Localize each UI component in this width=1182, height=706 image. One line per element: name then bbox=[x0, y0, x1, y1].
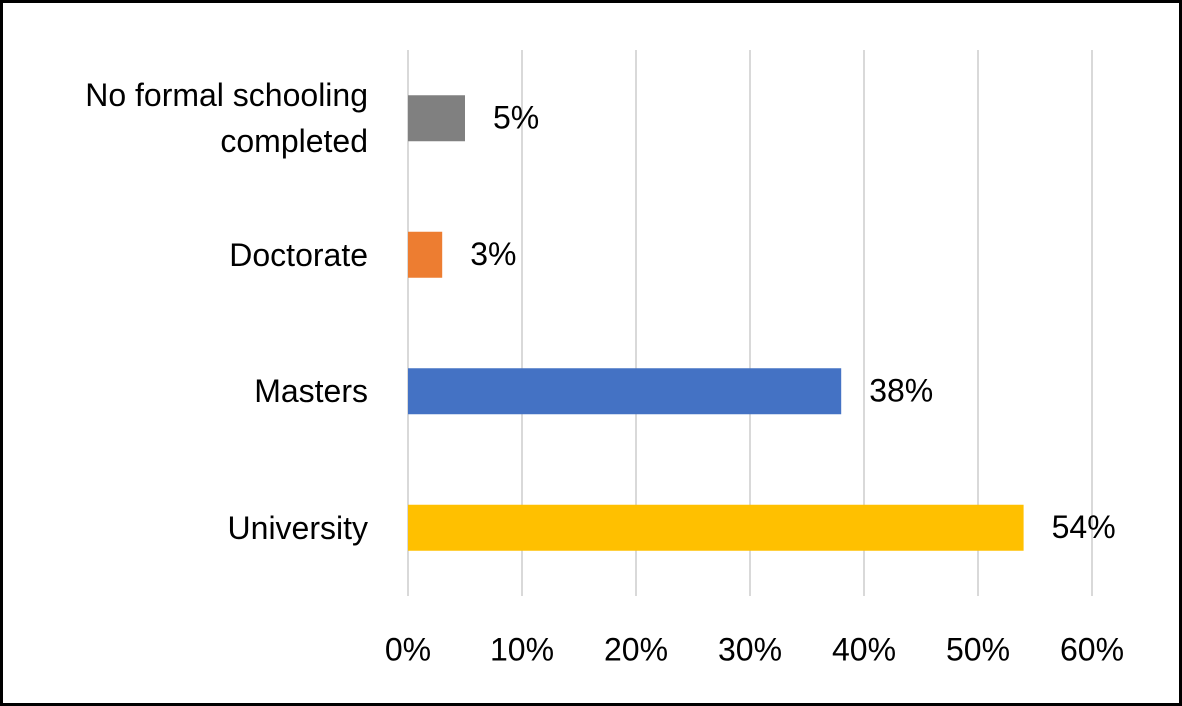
category-label-box: No formal schooling completed bbox=[85, 77, 368, 160]
y-tick-label: Masters bbox=[254, 373, 368, 410]
y-tick-label: University bbox=[227, 509, 368, 546]
y-tick-label: No formal schooling completed bbox=[85, 77, 368, 160]
y-tick-label: Doctorate bbox=[229, 236, 368, 273]
bar bbox=[408, 231, 443, 278]
x-tick-label: 20% bbox=[604, 631, 668, 667]
value-label: 5% bbox=[493, 100, 539, 136]
category-label-box: Doctorate bbox=[229, 236, 368, 273]
x-tick-label: 60% bbox=[1060, 631, 1124, 667]
bar bbox=[408, 95, 465, 142]
x-tick-label: 10% bbox=[490, 631, 554, 667]
value-label: 38% bbox=[869, 373, 933, 409]
x-tick-label: 40% bbox=[832, 631, 896, 667]
bar bbox=[408, 504, 1024, 551]
x-tick-label: 50% bbox=[946, 631, 1010, 667]
x-tick-label: 30% bbox=[718, 631, 782, 667]
x-tick-label: 0% bbox=[385, 631, 431, 667]
value-label: 3% bbox=[470, 236, 516, 272]
bar bbox=[408, 368, 842, 415]
value-label: 54% bbox=[1052, 509, 1116, 545]
category-label-box: Masters bbox=[254, 373, 368, 410]
category-label-box: University bbox=[227, 509, 368, 546]
